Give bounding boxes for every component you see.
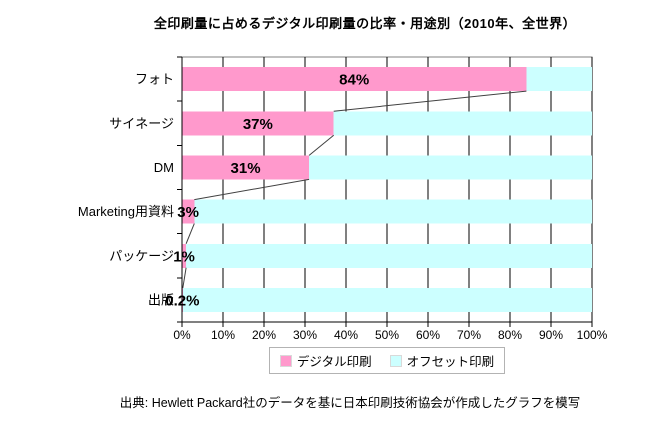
data-label: 1%	[173, 248, 195, 265]
data-label: 0.2%	[165, 292, 199, 309]
series-line	[333, 90, 527, 112]
x-tick-label: 100%	[577, 328, 608, 342]
legend-box: デジタル印刷 オフセット印刷	[268, 347, 506, 374]
x-tick-label: 10%	[211, 328, 235, 342]
data-label: 31%	[231, 160, 261, 177]
x-tick-label: 60%	[416, 328, 440, 342]
category-label: 出版	[148, 292, 174, 307]
source-note: 出典: Hewlett Packard社のデータを基に日本印刷技術協会が作成した…	[119, 396, 581, 410]
series-line	[308, 134, 335, 156]
x-tick-label: 0%	[173, 328, 191, 342]
x-tick-label: 70%	[457, 328, 481, 342]
category-label: サイネージ	[109, 116, 174, 131]
x-tick-label: 80%	[498, 328, 522, 342]
legend-swatch-offset-icon	[389, 354, 402, 367]
bar-segment-digital	[182, 111, 334, 136]
bar-segment-offset	[182, 287, 592, 312]
category-label: Marketing用資料	[78, 204, 174, 219]
data-label: 37%	[243, 116, 273, 133]
x-tick-label: 90%	[539, 328, 563, 342]
category-label: フォト	[135, 72, 174, 87]
bar-segment-digital	[182, 67, 527, 92]
data-label: 84%	[339, 72, 369, 89]
category-label: パッケージ	[109, 248, 174, 263]
x-tick-label: 50%	[375, 328, 399, 342]
bar-segment-digital	[182, 243, 187, 268]
chart-canvas: 0% 10% 20% 30% 40% 50% 60% 70% 80% 90% 100% フォトサイネー…	[78, 56, 608, 342]
data-label: 3%	[177, 204, 199, 221]
legend-item-offset: オフセット印刷	[389, 351, 495, 370]
bar-segment-offset	[526, 67, 592, 92]
legend-swatch-digital-icon	[279, 354, 292, 367]
series-line	[185, 223, 195, 244]
legend-label-offset: オフセット印刷	[406, 355, 495, 369]
bar-segment-offset	[186, 243, 592, 268]
legend: デジタル印刷 オフセット印刷	[182, 347, 592, 374]
series-line	[194, 178, 310, 201]
category-label: DM	[154, 160, 174, 175]
chart-title: 全印刷量に占めるデジタル印刷量の比率・用途別（2010年、全世界）	[153, 16, 577, 31]
bar-segment-offset	[309, 155, 592, 180]
bar-segment-offset	[194, 199, 593, 224]
series-line	[182, 267, 187, 288]
x-tick-label: 20%	[252, 328, 276, 342]
bar-segment-digital	[182, 155, 310, 180]
x-tick-label: 40%	[334, 328, 358, 342]
x-tick-label: 30%	[293, 328, 317, 342]
bar-segment-offset	[333, 111, 592, 136]
bar-segment-digital	[182, 199, 195, 224]
legend-label-digital: デジタル印刷	[296, 355, 372, 369]
legend-item-digital: デジタル印刷	[279, 351, 372, 370]
